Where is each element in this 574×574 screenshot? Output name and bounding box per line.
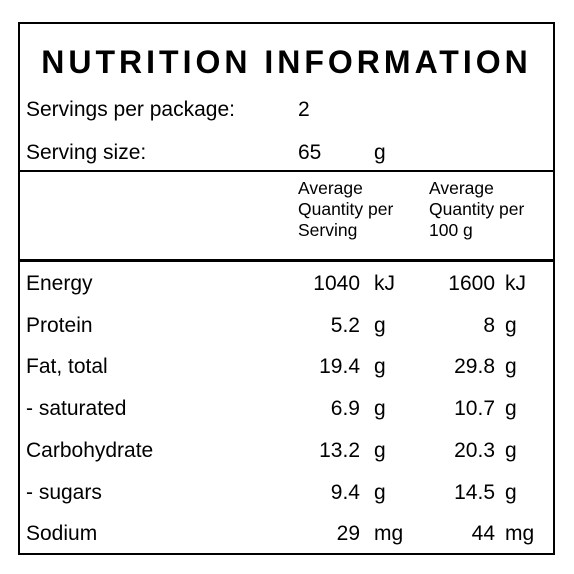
nutrient-name: - sugars [26, 481, 102, 504]
per-serving-unit: mg [374, 522, 404, 545]
per-100g-unit: g [505, 439, 517, 462]
column-header-per-serving: Average Quantity per Serving [298, 178, 393, 241]
column-header-per-100g: Average Quantity per 100 g [429, 178, 524, 241]
per-100g-unit: g [505, 355, 517, 378]
per-serving-value: 6.9 [330, 397, 360, 420]
per-100g-unit: g [505, 397, 517, 420]
per-serving-unit: g [374, 314, 386, 337]
per-100g-value: 20.3 [454, 439, 495, 462]
divider-thin [20, 170, 553, 172]
per-serving-value: 1040 [313, 272, 360, 295]
per-serving-unit: g [374, 481, 386, 504]
serving-size-label: Serving size: [26, 141, 147, 164]
per-100g-value: 8 [483, 314, 495, 337]
per-100g-unit: kJ [505, 272, 526, 295]
per-serving-value: 13.2 [319, 439, 360, 462]
nutrient-name: Energy [26, 272, 93, 295]
column-header-line: Quantity per [429, 199, 525, 219]
per-serving-value: 9.4 [330, 481, 360, 504]
nutrient-name: Protein [26, 314, 93, 337]
column-header-line: Average [298, 178, 363, 198]
per-100g-value: 44 [471, 522, 495, 545]
per-100g-value: 29.8 [454, 355, 495, 378]
per-serving-unit: g [374, 397, 386, 420]
per-100g-value: 1600 [448, 272, 495, 295]
nutrient-name: - saturated [26, 397, 127, 420]
per-serving-value: 29 [336, 522, 360, 545]
divider-thick [20, 259, 553, 262]
per-100g-value: 14.5 [454, 481, 495, 504]
nutrient-name: Fat, total [26, 355, 108, 378]
per-serving-value: 19.4 [319, 355, 360, 378]
per-serving-unit: kJ [374, 272, 395, 295]
column-header-line: Serving [298, 220, 358, 240]
serving-size-unit: g [374, 141, 386, 164]
column-header-line: Average [429, 178, 494, 198]
nutrient-name: Sodium [26, 522, 98, 545]
per-serving-unit: g [374, 355, 386, 378]
servings-per-package-label: Servings per package: [26, 98, 235, 121]
nutrition-panel: NUTRITION INFORMATION Servings per packa… [18, 22, 555, 555]
per-100g-unit: g [505, 481, 517, 504]
panel-title: NUTRITION INFORMATION [41, 44, 532, 80]
per-100g-unit: mg [505, 522, 535, 545]
per-serving-value: 5.2 [330, 314, 360, 337]
servings-per-package-value: 2 [298, 98, 310, 121]
serving-size-value: 65 [298, 141, 322, 164]
per-serving-unit: g [374, 439, 386, 462]
nutrient-name: Carbohydrate [26, 439, 154, 462]
per-100g-value: 10.7 [454, 397, 495, 420]
column-header-line: 100 g [429, 220, 473, 240]
column-header-line: Quantity per [298, 199, 394, 219]
per-100g-unit: g [505, 314, 517, 337]
